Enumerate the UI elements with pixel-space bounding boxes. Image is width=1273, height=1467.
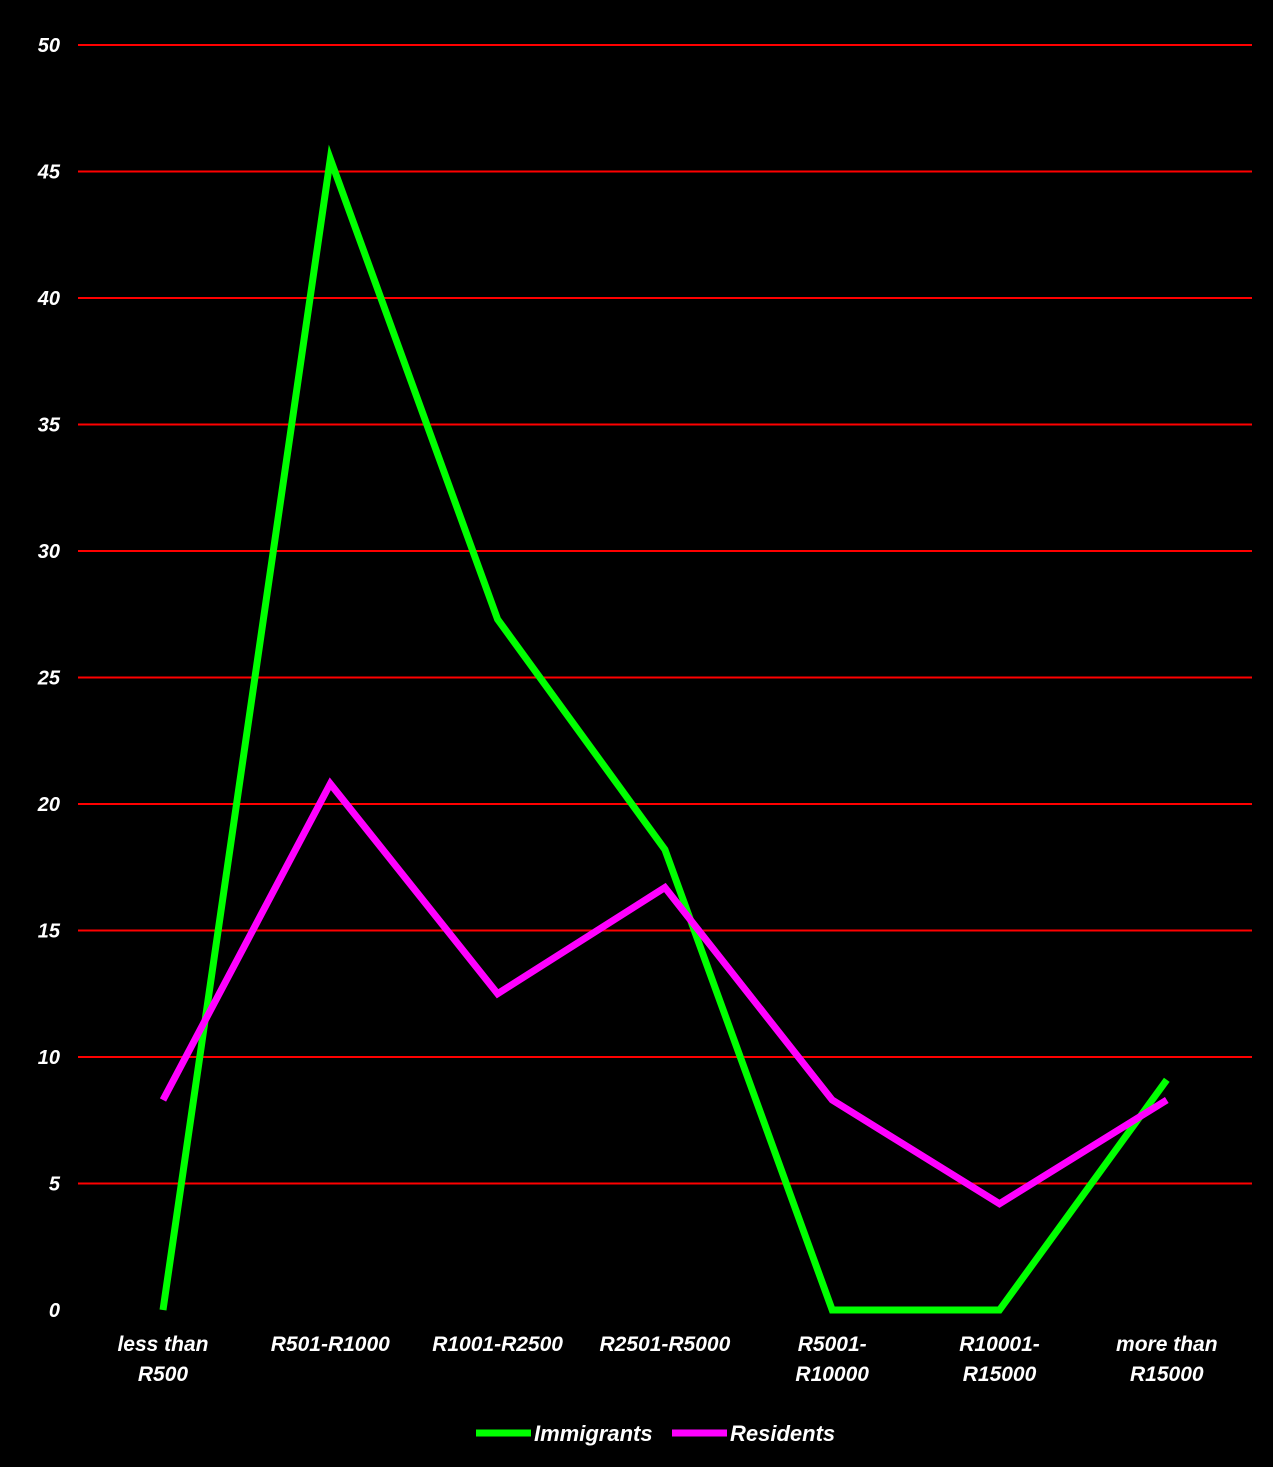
y-tick-label: 5 (49, 1174, 61, 1196)
x-tick-label-line: R15000 (1130, 1363, 1204, 1386)
y-tick-label: 50 (38, 35, 60, 57)
legend-label: Immigrants (534, 1421, 653, 1446)
series-lines (163, 159, 1167, 1310)
series-line-immigrants (163, 159, 1167, 1310)
x-tick-label-line: R500 (138, 1363, 189, 1386)
x-tick-label-line: R1001-R2500 (432, 1333, 563, 1356)
x-tick-label: R2501-R5000 (600, 1333, 731, 1356)
x-tick-label-line: R5001- (798, 1333, 867, 1356)
y-tick-label: 40 (37, 288, 60, 310)
x-tick-label: R10001- R15000 (959, 1333, 1040, 1386)
y-tick-label: 0 (49, 1300, 60, 1322)
x-tick-label: more than R15000 (1116, 1333, 1218, 1386)
y-tick-label: 10 (38, 1047, 60, 1069)
x-tick-label: R5001- R10000 (795, 1333, 869, 1386)
x-tick-label-line: R10001- (959, 1333, 1040, 1356)
x-tick-label: less than R500 (117, 1333, 208, 1386)
gridlines (78, 45, 1252, 1184)
y-tick-label: 30 (38, 541, 60, 563)
x-tick-label-line: R10000 (795, 1363, 869, 1386)
y-tick-label: 15 (38, 921, 61, 943)
y-tick-label: 35 (38, 415, 61, 437)
x-tick-label: R1001-R2500 (432, 1333, 563, 1356)
y-axis-ticks: 0 5 10 15 20 25 30 35 40 45 50 (37, 35, 61, 1322)
x-tick-label-line: R15000 (963, 1363, 1037, 1386)
legend-item-immigrants: Immigrants (476, 1421, 653, 1446)
y-tick-label: 20 (37, 794, 60, 816)
y-tick-label: 25 (37, 668, 61, 690)
x-tick-label-line: less than (117, 1333, 208, 1356)
x-tick-label: R501-R1000 (271, 1333, 390, 1356)
legend-label: Residents (730, 1421, 835, 1446)
x-axis-ticks: less than R500 R501-R1000 R1001-R2500 R2501-… (117, 1333, 1217, 1386)
x-tick-label-line: more than (1116, 1333, 1218, 1356)
x-tick-label-line: R501-R1000 (271, 1333, 390, 1356)
legend-item-residents: Residents (672, 1421, 835, 1446)
legend: Immigrants Residents (476, 1421, 835, 1446)
x-tick-label-line: R2501-R5000 (600, 1333, 731, 1356)
y-tick-label: 45 (37, 162, 61, 184)
